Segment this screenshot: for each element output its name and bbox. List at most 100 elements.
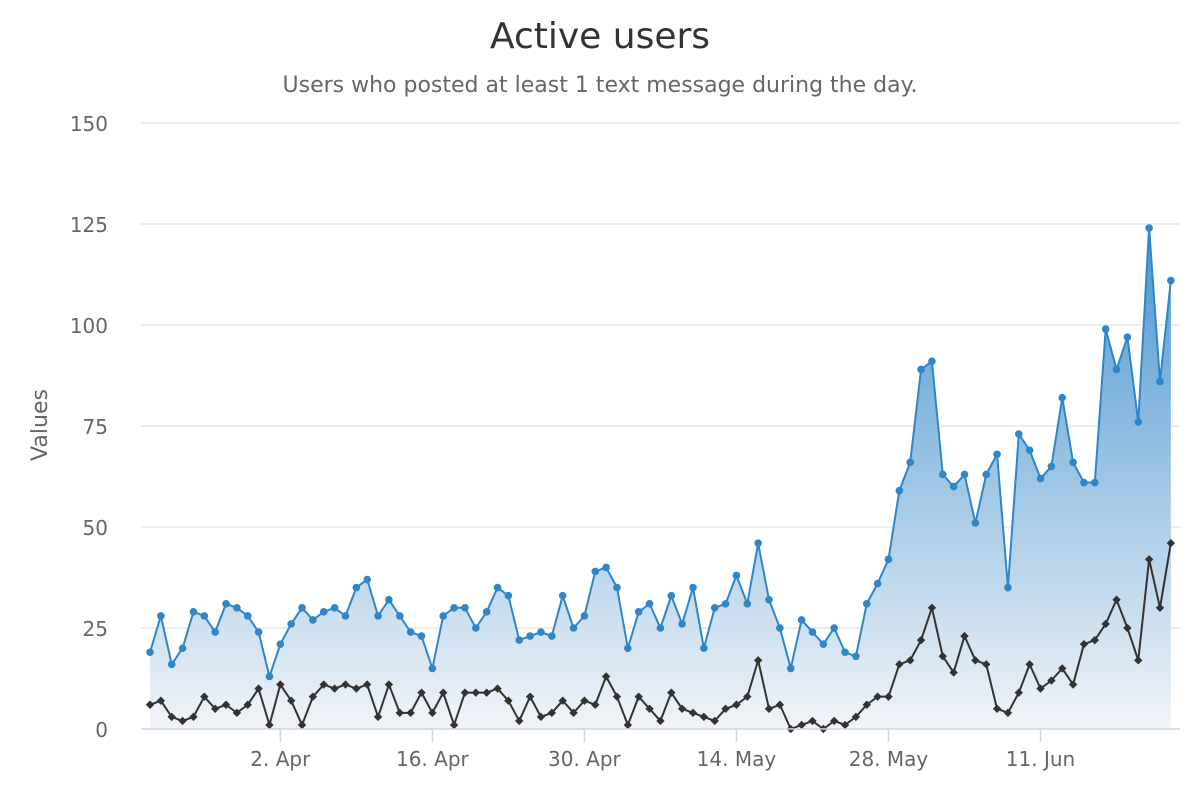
data-point[interactable]: [645, 704, 654, 713]
data-point[interactable]: [1112, 365, 1121, 374]
data-point[interactable]: [732, 571, 741, 580]
data-point[interactable]: [754, 539, 762, 547]
data-point[interactable]: [743, 599, 752, 608]
data-point[interactable]: [1003, 708, 1013, 718]
data-point[interactable]: [265, 720, 274, 730]
data-point[interactable]: [200, 692, 209, 701]
data-point[interactable]: [449, 720, 459, 730]
data-point[interactable]: [949, 482, 958, 491]
data-point[interactable]: [591, 567, 600, 576]
data-point[interactable]: [938, 652, 947, 661]
data-point[interactable]: [395, 708, 404, 718]
data-point[interactable]: [1080, 478, 1088, 487]
data-point[interactable]: [960, 470, 969, 479]
data-point[interactable]: [374, 612, 382, 620]
data-point[interactable]: [721, 704, 730, 713]
data-point[interactable]: [558, 696, 567, 705]
data-point[interactable]: [819, 640, 828, 648]
data-point[interactable]: [460, 688, 470, 697]
data-point[interactable]: [417, 632, 426, 640]
data-point[interactable]: [1090, 635, 1100, 645]
data-point[interactable]: [667, 591, 676, 600]
data-point[interactable]: [167, 660, 176, 669]
data-point[interactable]: [895, 660, 904, 669]
data-point[interactable]: [406, 708, 415, 718]
data-point[interactable]: [547, 708, 557, 718]
data-point[interactable]: [439, 612, 448, 620]
data-point[interactable]: [222, 599, 230, 608]
data-point[interactable]: [960, 631, 969, 641]
data-point[interactable]: [624, 644, 632, 652]
data-point[interactable]: [1144, 555, 1154, 564]
data-point[interactable]: [537, 628, 545, 636]
data-point[interactable]: [341, 612, 350, 620]
data-point[interactable]: [211, 628, 219, 636]
data-point[interactable]: [254, 628, 263, 636]
data-point[interactable]: [873, 692, 882, 701]
data-point[interactable]: [710, 716, 719, 726]
data-point[interactable]: [1058, 393, 1067, 402]
data-point[interactable]: [373, 712, 383, 722]
data-point[interactable]: [308, 692, 318, 701]
data-point[interactable]: [971, 656, 980, 665]
data-point[interactable]: [363, 575, 372, 584]
data-point[interactable]: [178, 644, 187, 652]
data-point[interactable]: [699, 712, 709, 722]
data-point[interactable]: [189, 712, 198, 722]
data-point[interactable]: [406, 628, 415, 636]
data-point[interactable]: [1036, 474, 1045, 483]
data-point[interactable]: [829, 716, 839, 726]
data-point[interactable]: [276, 680, 285, 689]
data-point[interactable]: [482, 688, 491, 697]
data-point[interactable]: [515, 636, 524, 644]
data-point[interactable]: [743, 692, 752, 701]
data-point[interactable]: [916, 635, 926, 645]
data-point[interactable]: [612, 692, 622, 701]
data-point[interactable]: [1068, 680, 1078, 689]
data-point[interactable]: [1112, 595, 1121, 604]
data-point[interactable]: [786, 664, 795, 673]
data-point[interactable]: [852, 652, 860, 661]
data-point[interactable]: [1079, 639, 1089, 649]
data-point[interactable]: [700, 644, 708, 652]
data-point[interactable]: [145, 700, 155, 709]
data-point[interactable]: [1101, 619, 1110, 629]
data-point[interactable]: [1069, 458, 1077, 467]
data-point[interactable]: [591, 700, 600, 709]
data-point[interactable]: [667, 688, 676, 697]
data-point[interactable]: [461, 604, 469, 612]
data-point[interactable]: [286, 696, 296, 705]
data-point[interactable]: [569, 708, 578, 718]
data-point[interactable]: [1058, 664, 1067, 673]
data-point[interactable]: [851, 712, 861, 722]
data-point[interactable]: [167, 712, 176, 722]
data-point[interactable]: [363, 680, 372, 689]
data-point[interactable]: [352, 583, 361, 592]
data-point[interactable]: [525, 692, 535, 701]
data-point[interactable]: [678, 620, 686, 628]
data-point[interactable]: [384, 680, 394, 689]
data-point[interactable]: [971, 519, 980, 527]
data-point[interactable]: [450, 604, 458, 612]
data-point[interactable]: [428, 664, 437, 673]
data-point[interactable]: [938, 470, 947, 479]
data-point[interactable]: [309, 616, 317, 624]
data-point[interactable]: [884, 692, 893, 701]
data-point[interactable]: [982, 470, 991, 479]
data-point[interactable]: [776, 624, 784, 632]
data-point[interactable]: [558, 591, 567, 600]
data-point[interactable]: [146, 648, 154, 657]
data-point[interactable]: [613, 583, 621, 592]
data-point[interactable]: [1004, 583, 1012, 592]
data-point[interactable]: [808, 716, 817, 726]
data-point[interactable]: [623, 720, 633, 730]
data-point[interactable]: [873, 579, 882, 588]
data-point[interactable]: [1156, 377, 1164, 386]
data-point[interactable]: [178, 716, 187, 726]
data-point[interactable]: [928, 357, 936, 366]
data-point[interactable]: [1134, 656, 1143, 665]
data-point[interactable]: [580, 696, 589, 705]
data-point[interactable]: [319, 680, 328, 689]
data-point[interactable]: [808, 628, 817, 636]
data-point[interactable]: [428, 708, 437, 718]
